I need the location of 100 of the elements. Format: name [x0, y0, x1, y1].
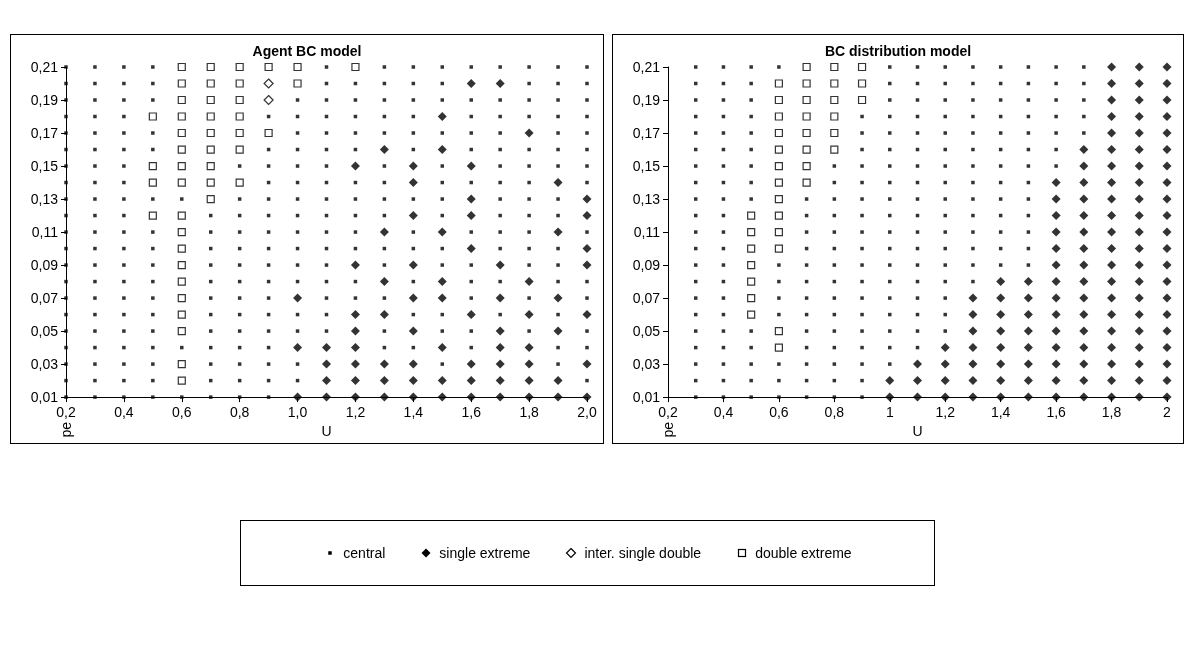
y-tick-label: 0,03 — [632, 356, 661, 373]
point — [206, 178, 215, 187]
point — [177, 244, 186, 253]
y-tick-label: 0,17 — [632, 125, 661, 142]
point — [235, 178, 244, 187]
point — [177, 260, 186, 270]
point — [177, 293, 186, 303]
point — [235, 145, 244, 154]
y-tick-label: 0,09 — [632, 257, 661, 274]
point — [774, 178, 783, 187]
y-axis-title: pe — [660, 421, 676, 438]
x-tick-label: 1,6 — [461, 404, 482, 421]
x-tick-label: 2,0 — [577, 404, 597, 421]
x-tick-label: 0,8 — [824, 404, 845, 421]
point — [235, 95, 244, 105]
x-tick-label: 1,0 — [287, 404, 308, 421]
point — [774, 326, 783, 336]
y-tick-label: 0,17 — [30, 125, 59, 142]
point — [177, 161, 186, 171]
point — [206, 79, 215, 88]
point — [177, 359, 186, 369]
point — [177, 310, 186, 319]
x-tick-label: 2 — [1163, 404, 1172, 421]
x-tick-label: 1,6 — [1046, 404, 1067, 421]
point — [206, 161, 215, 171]
point — [351, 62, 360, 72]
point — [177, 178, 186, 187]
x-tick-label: 0,8 — [229, 404, 250, 421]
point — [747, 227, 756, 237]
y-tick-label: 0,07 — [30, 290, 59, 307]
point — [802, 62, 811, 72]
y-tick-label: 0,05 — [30, 323, 59, 340]
point — [774, 145, 783, 154]
point — [774, 194, 783, 204]
point — [177, 376, 186, 385]
point — [747, 310, 756, 319]
point — [802, 128, 811, 138]
chart-title: BC distribution model — [824, 43, 972, 59]
y-axis-title: pe — [58, 421, 74, 438]
x-tick-label: 0,2 — [658, 404, 678, 421]
point — [747, 211, 756, 220]
point — [264, 62, 273, 72]
x-axis-title: U — [321, 423, 332, 439]
y-tick-label: 0,21 — [30, 59, 59, 75]
point — [857, 79, 867, 88]
point — [206, 62, 215, 72]
point — [802, 178, 811, 187]
y-tick-label: 0,11 — [31, 224, 59, 241]
point — [177, 62, 186, 72]
point — [830, 79, 839, 88]
point — [263, 94, 274, 106]
point — [774, 79, 783, 88]
y-tick-label: 0,21 — [632, 59, 661, 75]
x-tick-label: 1,4 — [403, 404, 424, 421]
point — [293, 79, 302, 88]
legend-label: double extreme — [755, 545, 852, 561]
point — [802, 95, 811, 105]
point — [293, 62, 302, 72]
point — [235, 128, 244, 138]
point — [177, 227, 186, 237]
x-axis-title: U — [912, 423, 923, 439]
point — [802, 145, 811, 154]
point — [206, 112, 215, 121]
point — [177, 95, 186, 105]
point — [774, 244, 783, 253]
point — [774, 95, 783, 105]
point — [830, 145, 839, 154]
point — [774, 227, 783, 237]
point — [830, 128, 839, 138]
point — [774, 211, 783, 220]
y-tick-label: 0,15 — [30, 158, 59, 175]
point — [830, 112, 839, 121]
point — [177, 112, 186, 121]
point — [264, 128, 273, 138]
y-tick-label: 0,03 — [30, 356, 59, 373]
x-tick-label: 0,4 — [114, 404, 134, 421]
point — [747, 293, 756, 303]
legend-label: central — [343, 545, 386, 561]
point — [774, 112, 783, 121]
x-tick-label: 1 — [885, 404, 894, 421]
x-tick-label: 1,4 — [990, 404, 1011, 421]
point — [235, 79, 244, 88]
y-tick-label: 0,15 — [632, 158, 661, 175]
point — [177, 211, 186, 220]
point — [774, 343, 783, 352]
point — [857, 95, 867, 105]
y-tick-label: 0,01 — [30, 389, 59, 406]
point — [830, 62, 839, 72]
point — [857, 62, 867, 72]
legend-label: inter. single double — [584, 545, 702, 561]
y-tick-label: 0,09 — [30, 257, 59, 274]
x-tick-label: 0,6 — [769, 404, 789, 421]
point — [177, 79, 186, 88]
x-tick-label: 1,8 — [1101, 404, 1122, 421]
y-tick-label: 0,05 — [632, 323, 661, 340]
point — [148, 112, 157, 121]
y-tick-label: 0,11 — [633, 224, 661, 241]
point — [774, 128, 783, 138]
point — [206, 145, 215, 154]
x-tick-label: 0,6 — [172, 404, 192, 421]
